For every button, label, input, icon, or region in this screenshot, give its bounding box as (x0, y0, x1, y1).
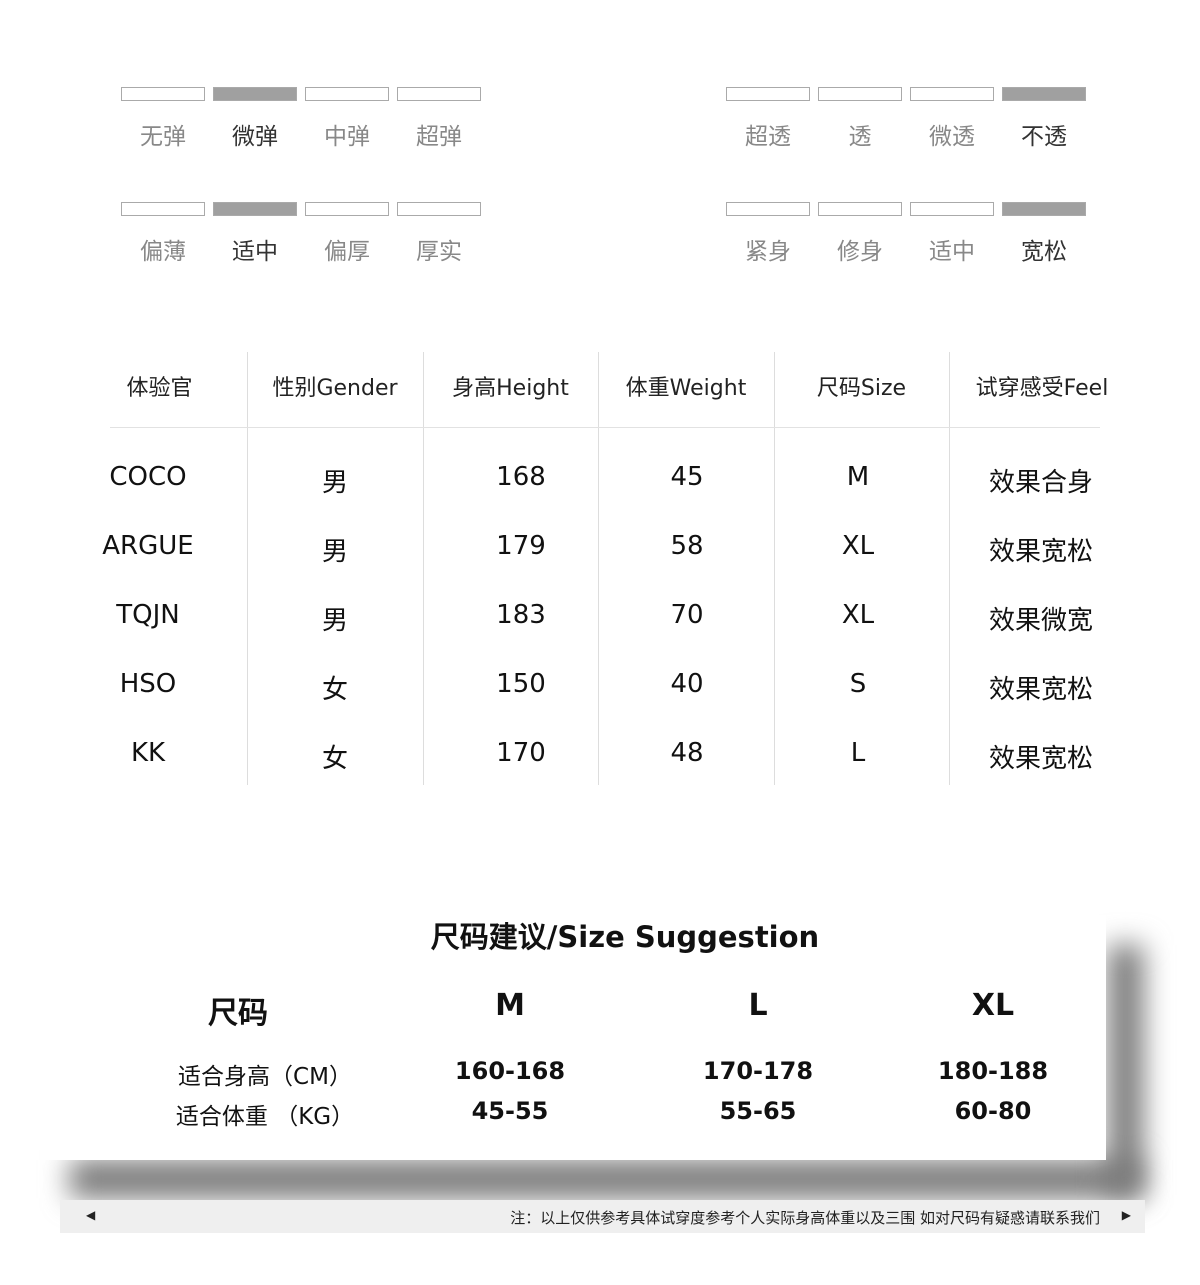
table-cell: S (849, 669, 867, 699)
table-cell: 40 (670, 669, 704, 699)
header-divider (110, 427, 1100, 428)
table-cell: 179 (496, 531, 546, 561)
column-divider (598, 352, 599, 785)
card-shadow-bottom (70, 1160, 1140, 1198)
table-cell: XL (841, 531, 875, 561)
scale-label-transparency: 微透 (929, 124, 975, 150)
scale-label-elasticity: 超弹 (416, 124, 462, 150)
scale-bar-thickness (121, 202, 205, 216)
table-cell: HSO (119, 669, 177, 699)
suggestion-header: 尺码 (208, 996, 268, 1031)
scale-label-elasticity: 无弹 (140, 124, 186, 150)
suggestion-cell: 160-168 (454, 1057, 566, 1085)
scale-label-thickness: 偏厚 (324, 239, 370, 265)
scale-bar-transparency (910, 87, 994, 101)
scale-label-transparency: 透 (848, 124, 872, 150)
table-cell: TQJN (116, 600, 180, 630)
scale-bar-thickness (213, 202, 297, 216)
scale-bar-thickness (397, 202, 481, 216)
table-cell: 男 (321, 537, 348, 567)
scroll-right-arrow[interactable]: ▶ (1121, 1208, 1131, 1222)
scale-bar-fit (1002, 202, 1086, 216)
scale-bar-transparency (1002, 87, 1086, 101)
suggestion-cell: 55-65 (719, 1097, 797, 1125)
footer-note: 注：以上仅供参考具体试穿度参考个人实际身高体重以及三围 如对尺码有疑惑请联系我们 (510, 1209, 1100, 1227)
scale-bar-fit (818, 202, 902, 216)
scale-bar-fit (910, 202, 994, 216)
suggestion-cell: 45-55 (471, 1097, 549, 1125)
scale-label-transparency: 超透 (745, 124, 791, 150)
scale-label-fit: 适中 (929, 239, 975, 265)
table-cell: COCO (109, 462, 187, 492)
suggestion-cell: 180-188 (937, 1057, 1049, 1085)
suggestion-header: M (495, 988, 525, 1023)
scale-bar-thickness (305, 202, 389, 216)
footer-bar: ◀ 注：以上仅供参考具体试穿度参考个人实际身高体重以及三围 如对尺码有疑惑请联系… (60, 1200, 1145, 1233)
table-cell: 150 (496, 669, 546, 699)
suggestion-card (40, 915, 1106, 1160)
table-cell: 效果微宽 (988, 606, 1093, 636)
scale-label-elasticity: 中弹 (324, 124, 370, 150)
scale-label-thickness: 适中 (232, 239, 278, 265)
table-cell: 168 (496, 462, 546, 492)
table-cell: 48 (670, 738, 704, 768)
scale-label-elasticity: 微弹 (232, 124, 278, 150)
table-cell: 183 (496, 600, 546, 630)
column-divider (423, 352, 424, 785)
table-cell: 45 (670, 462, 704, 492)
table-header: 尺码Size (816, 376, 907, 401)
table-cell: KK (130, 738, 166, 768)
table-cell: 70 (670, 600, 704, 630)
table-cell: XL (841, 600, 875, 630)
table-header: 试穿感受Feel (975, 376, 1109, 401)
suggestion-title: 尺码建议/Size Suggestion (430, 920, 820, 954)
table-cell: 女 (321, 744, 348, 774)
table-header: 体重Weight (625, 376, 747, 401)
table-cell: 男 (321, 468, 348, 498)
table-cell: 效果宽松 (988, 537, 1093, 567)
table-cell: ARGUE (102, 531, 194, 561)
scale-label-transparency: 不透 (1021, 124, 1067, 150)
table-header: 性别Gender (272, 376, 398, 401)
column-divider (949, 352, 950, 785)
table-header: 身高Height (452, 376, 569, 401)
scale-label-thickness: 厚实 (416, 239, 462, 265)
suggestion-cell: 适合身高（CM） (178, 1064, 352, 1090)
table-header: 体验官 (126, 376, 193, 401)
suggestion-cell: 适合体重 （KG） (175, 1104, 355, 1130)
scale-label-fit: 宽松 (1021, 239, 1067, 265)
suggestion-header: L (748, 988, 768, 1023)
scale-bar-transparency (818, 87, 902, 101)
table-cell: 效果宽松 (988, 675, 1093, 705)
suggestion-cell: 170-178 (702, 1057, 814, 1085)
scale-label-thickness: 偏薄 (140, 239, 186, 265)
table-cell: 女 (321, 675, 348, 705)
table-cell: 效果宽松 (988, 744, 1093, 774)
scale-bar-fit (726, 202, 810, 216)
table-cell: 男 (321, 606, 348, 636)
column-divider (774, 352, 775, 785)
scale-bar-transparency (726, 87, 810, 101)
scale-bar-elasticity (397, 87, 481, 101)
scale-bar-elasticity (121, 87, 205, 101)
table-cell: M (846, 462, 870, 492)
suggestion-header: XL (971, 988, 1015, 1023)
table-cell: 170 (496, 738, 546, 768)
scale-label-fit: 修身 (837, 239, 883, 265)
table-cell: L (850, 738, 866, 768)
table-cell: 58 (670, 531, 704, 561)
table-cell: 效果合身 (988, 468, 1093, 498)
suggestion-cell: 60-80 (954, 1097, 1032, 1125)
scroll-left-arrow[interactable]: ◀ (86, 1208, 96, 1222)
scale-bar-elasticity (305, 87, 389, 101)
column-divider (247, 352, 248, 785)
card-shadow-right (1108, 945, 1143, 1195)
scale-label-fit: 紧身 (745, 239, 791, 265)
scale-bar-elasticity (213, 87, 297, 101)
